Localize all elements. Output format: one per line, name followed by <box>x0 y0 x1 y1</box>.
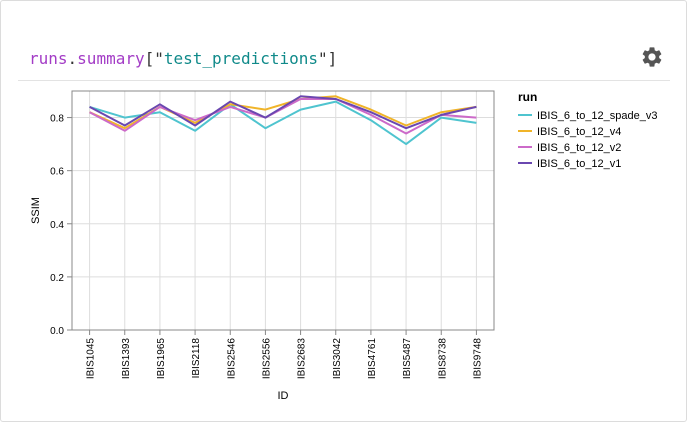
plot-frame <box>71 90 495 331</box>
gear-icon[interactable] <box>640 45 664 69</box>
series-lines <box>89 95 477 146</box>
x-tick-label: IBIS1965 <box>156 338 167 380</box>
x-tick-label: IBIS2556 <box>261 338 272 380</box>
legend-label: IBIS_6_to_12_spade_v3 <box>537 110 658 122</box>
panel-title: runs.summary["test_predictions"] <box>29 45 337 73</box>
line-chart: 0.0 0.2 0.4 0.6 0.8 IBIS1045 IBIS1393 IBIS1965 I… <box>30 90 658 402</box>
legend: run IBIS_6_to_12_spade_v3 IBIS_6_to_12_v4… <box>518 90 658 170</box>
legend-label: IBIS_6_to_12_v4 <box>537 126 621 138</box>
title-close-bracket: "] <box>318 49 338 68</box>
y-axis-label: SSIM <box>30 197 42 224</box>
x-axis-label: ID <box>278 390 289 402</box>
y-tick-label: 0.8 <box>50 114 64 125</box>
title-object: runs <box>29 49 68 68</box>
y-tick-label: 0.6 <box>50 167 64 178</box>
x-tick-label: IBIS3042 <box>332 338 343 380</box>
title-attribute: summary <box>77 49 145 68</box>
y-tick-label: 0.2 <box>50 273 64 284</box>
header-divider <box>18 80 670 81</box>
x-tick-label: IBIS8738 <box>437 338 448 380</box>
legend-label: IBIS_6_to_12_v1 <box>537 158 621 170</box>
title-key: test_predictions <box>163 49 318 68</box>
x-tick-label: IBIS2546 <box>226 338 237 380</box>
x-tick-label: IBIS2683 <box>297 338 308 380</box>
x-tick-label: IBIS9748 <box>472 338 483 380</box>
legend-label: IBIS_6_to_12_v2 <box>537 142 621 154</box>
grid-lines <box>72 91 494 331</box>
series-line <box>89 95 477 130</box>
title-open-bracket: [" <box>144 49 164 68</box>
title-dot: . <box>67 49 78 68</box>
x-tick-label: IBIS2118 <box>191 338 202 379</box>
series-line <box>89 100 477 146</box>
series-line <box>89 98 477 135</box>
legend-title: run <box>518 90 537 104</box>
x-tick-label: IBIS1393 <box>121 338 132 380</box>
x-tick-label: IBIS1045 <box>86 338 97 380</box>
y-tick-label: 0.4 <box>50 220 64 231</box>
y-tick-label: 0.0 <box>50 326 64 337</box>
x-tick-label: IBIS4761 <box>367 338 378 380</box>
axes: 0.0 0.2 0.4 0.6 0.8 IBIS1045 IBIS1393 IBIS1965 I… <box>50 90 495 380</box>
x-tick-label: IBIS5487 <box>402 338 413 380</box>
